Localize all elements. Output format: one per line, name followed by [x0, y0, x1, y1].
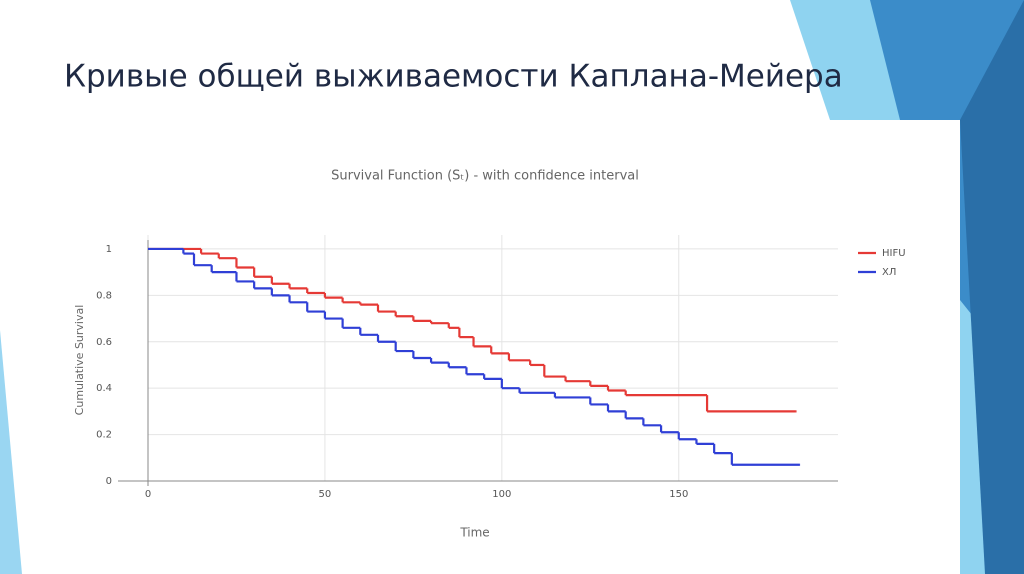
slide-title: Кривые общей выживаемости Каплана-Мейера	[64, 59, 843, 95]
legend-label: HIFU	[882, 248, 906, 259]
y-tick-label: 1	[106, 244, 112, 255]
y-tick-label: 0.2	[96, 430, 112, 441]
legend-label: ХЛ	[882, 267, 896, 278]
plot: 0 0.2 0.4 0.6 0.8 1 0 50 100 150 HIFU ХЛ	[96, 235, 906, 500]
y-axis-label: Cumulative Survival	[73, 305, 86, 416]
x-tick-label: 50	[319, 489, 332, 500]
y-tick-label: 0	[106, 476, 112, 487]
y-tick-label: 0.6	[96, 337, 112, 348]
chart-background	[40, 120, 958, 574]
x-tick-label: 150	[669, 489, 688, 500]
decoration	[960, 0, 1024, 574]
x-tick-label: 0	[145, 489, 151, 500]
x-axis-label: Time	[459, 526, 489, 540]
y-tick-label: 0.4	[96, 383, 112, 394]
x-tick-label: 100	[492, 489, 511, 500]
decoration	[0, 330, 22, 574]
y-tick-label: 0.8	[96, 290, 112, 301]
chart-title: Survival Function (Sₜ) - with confidence…	[331, 169, 639, 184]
